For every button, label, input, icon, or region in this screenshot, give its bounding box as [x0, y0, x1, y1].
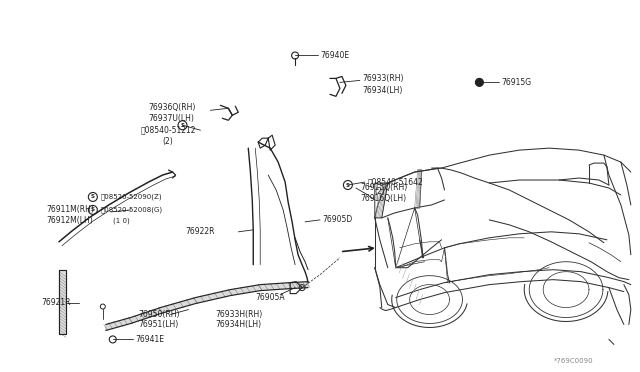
Text: 76922R: 76922R: [186, 227, 215, 236]
Text: S: S: [91, 208, 95, 212]
Polygon shape: [59, 270, 66, 334]
Text: 76905A: 76905A: [255, 293, 285, 302]
Polygon shape: [106, 282, 308, 330]
Text: Ⓜ08540-51642: Ⓜ08540-51642: [368, 177, 424, 186]
Text: Ⓜ08520-52090(Z): Ⓜ08520-52090(Z): [101, 194, 163, 200]
Text: S: S: [180, 123, 184, 128]
Text: 76951(LH): 76951(LH): [139, 320, 179, 329]
Text: 76950(RH): 76950(RH): [139, 310, 180, 319]
Text: 76933H(RH): 76933H(RH): [216, 310, 262, 319]
Circle shape: [476, 78, 483, 86]
Text: (2): (2): [375, 187, 385, 196]
Text: 76911M(RH): 76911M(RH): [46, 205, 94, 214]
Text: 76934H(LH): 76934H(LH): [216, 320, 262, 329]
Text: 76916Q(LH): 76916Q(LH): [360, 195, 406, 203]
Text: 76912M(LH): 76912M(LH): [46, 217, 93, 225]
Text: 76937U(LH): 76937U(LH): [148, 114, 195, 123]
Text: 76934(LH): 76934(LH): [362, 86, 402, 95]
Text: 76933(RH): 76933(RH): [362, 74, 403, 83]
Text: *769C0090: *769C0090: [554, 358, 594, 364]
Text: 76936Q(RH): 76936Q(RH): [148, 103, 196, 112]
Text: (1 0): (1 0): [113, 218, 129, 224]
Text: 76915Q(RH): 76915Q(RH): [360, 183, 407, 192]
Text: Ⓜ08520-52008(G): Ⓜ08520-52008(G): [101, 206, 163, 213]
Text: (2): (2): [163, 137, 173, 146]
Text: 76915G: 76915G: [501, 78, 531, 87]
Text: S: S: [91, 195, 95, 199]
Text: 76941E: 76941E: [136, 335, 164, 344]
Text: 76921R: 76921R: [41, 298, 70, 307]
Text: 76905D: 76905D: [322, 215, 352, 224]
Text: Ⓜ08540-51212: Ⓜ08540-51212: [141, 126, 196, 135]
Text: S: S: [346, 183, 350, 187]
Text: 76940E: 76940E: [320, 51, 349, 60]
